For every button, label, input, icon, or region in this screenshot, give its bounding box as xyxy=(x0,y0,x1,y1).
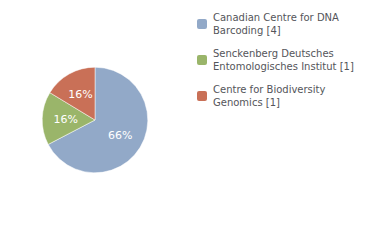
svg-text:Senckenberg Deutsches: Senckenberg Deutsches xyxy=(213,48,334,59)
svg-text:16%: 16% xyxy=(53,113,77,126)
svg-text:Canadian Centre for DNA: Canadian Centre for DNA xyxy=(213,12,339,23)
svg-text:Entomologisches Institut [1]: Entomologisches Institut [1] xyxy=(213,61,354,72)
svg-text:16%: 16% xyxy=(68,88,92,101)
svg-text:Genomics [1]: Genomics [1] xyxy=(213,97,280,108)
svg-text:Centre for Biodiversity: Centre for Biodiversity xyxy=(213,84,326,95)
svg-text:Barcoding [4]: Barcoding [4] xyxy=(213,25,281,36)
svg-text:66%: 66% xyxy=(108,129,132,142)
